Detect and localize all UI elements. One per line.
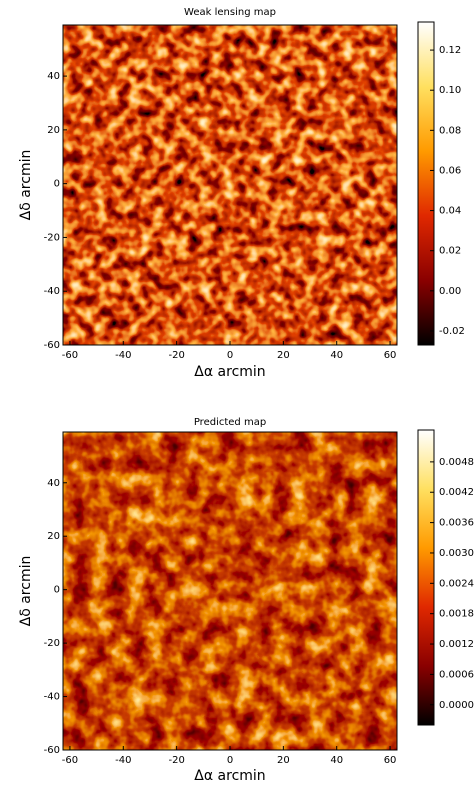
x-tick-label: 60 xyxy=(384,755,397,766)
y-tick-label: 20 xyxy=(47,531,60,542)
y-tick-label: -40 xyxy=(44,692,60,703)
x-tick-label: -60 xyxy=(62,350,78,361)
colorbar-tick-label: -0.02 xyxy=(439,326,465,337)
colorbar-tick-label: 0.10 xyxy=(439,85,461,96)
colorbar-tick-label: 0.0024 xyxy=(439,578,474,589)
colorbar-tick-label: 0.0006 xyxy=(439,669,474,680)
colorbar xyxy=(417,21,435,346)
x-axis-label: Δα arcmin xyxy=(194,364,265,380)
colorbar-tick-label: 0.0042 xyxy=(439,487,474,498)
y-tick-label: 20 xyxy=(47,125,60,136)
heatmap-image xyxy=(63,25,397,345)
y-tick-label: -40 xyxy=(44,286,60,297)
x-tick-label: -20 xyxy=(168,755,184,766)
x-tick-label: 20 xyxy=(277,755,290,766)
y-axis-label: Δδ arcmin xyxy=(18,556,34,627)
y-tick-label: 0 xyxy=(54,585,60,596)
x-tick-label: 40 xyxy=(330,350,343,361)
colorbar-tick-label: 0.00 xyxy=(439,286,461,297)
colorbar-tick-label: 0.06 xyxy=(439,165,461,176)
colorbar-tick-label: 0.0000 xyxy=(439,700,474,711)
colorbar-tick-label: 0.0018 xyxy=(439,609,474,620)
colorbar-tick-label: 0.08 xyxy=(439,125,461,136)
heatmap-image xyxy=(63,432,397,750)
y-tick-label: -20 xyxy=(44,638,60,649)
colorbar-tick-label: 0.0030 xyxy=(439,548,474,559)
x-tick-label: 60 xyxy=(384,350,397,361)
chart-title: Weak lensing map xyxy=(184,7,276,18)
y-tick-label: 40 xyxy=(47,71,60,82)
chart-title: Predicted map xyxy=(194,417,266,428)
y-tick-label: -60 xyxy=(44,745,60,756)
x-tick-label: 0 xyxy=(227,755,233,766)
x-tick-label: -40 xyxy=(115,755,131,766)
colorbar-tick-label: 0.0036 xyxy=(439,518,474,529)
y-tick-label: -60 xyxy=(44,340,60,351)
x-tick-label: -40 xyxy=(115,350,131,361)
colorbar-tick-label: 0.0048 xyxy=(439,457,474,468)
colorbar-tick-label: 0.12 xyxy=(439,45,461,56)
colorbar-tick-label: 0.02 xyxy=(439,246,461,257)
colorbar-tick-label: 0.0012 xyxy=(439,639,474,650)
y-tick-label: 40 xyxy=(47,478,60,489)
colorbar xyxy=(417,429,435,726)
y-axis-label: Δδ arcmin xyxy=(18,150,34,221)
x-tick-label: -60 xyxy=(62,755,78,766)
x-tick-label: -20 xyxy=(168,350,184,361)
x-tick-label: 40 xyxy=(330,755,343,766)
y-tick-label: -20 xyxy=(44,232,60,243)
x-axis-label: Δα arcmin xyxy=(194,768,265,784)
x-tick-label: 20 xyxy=(277,350,290,361)
x-tick-label: 0 xyxy=(227,350,233,361)
y-tick-label: 0 xyxy=(54,179,60,190)
colorbar-tick-label: 0.04 xyxy=(439,206,461,217)
